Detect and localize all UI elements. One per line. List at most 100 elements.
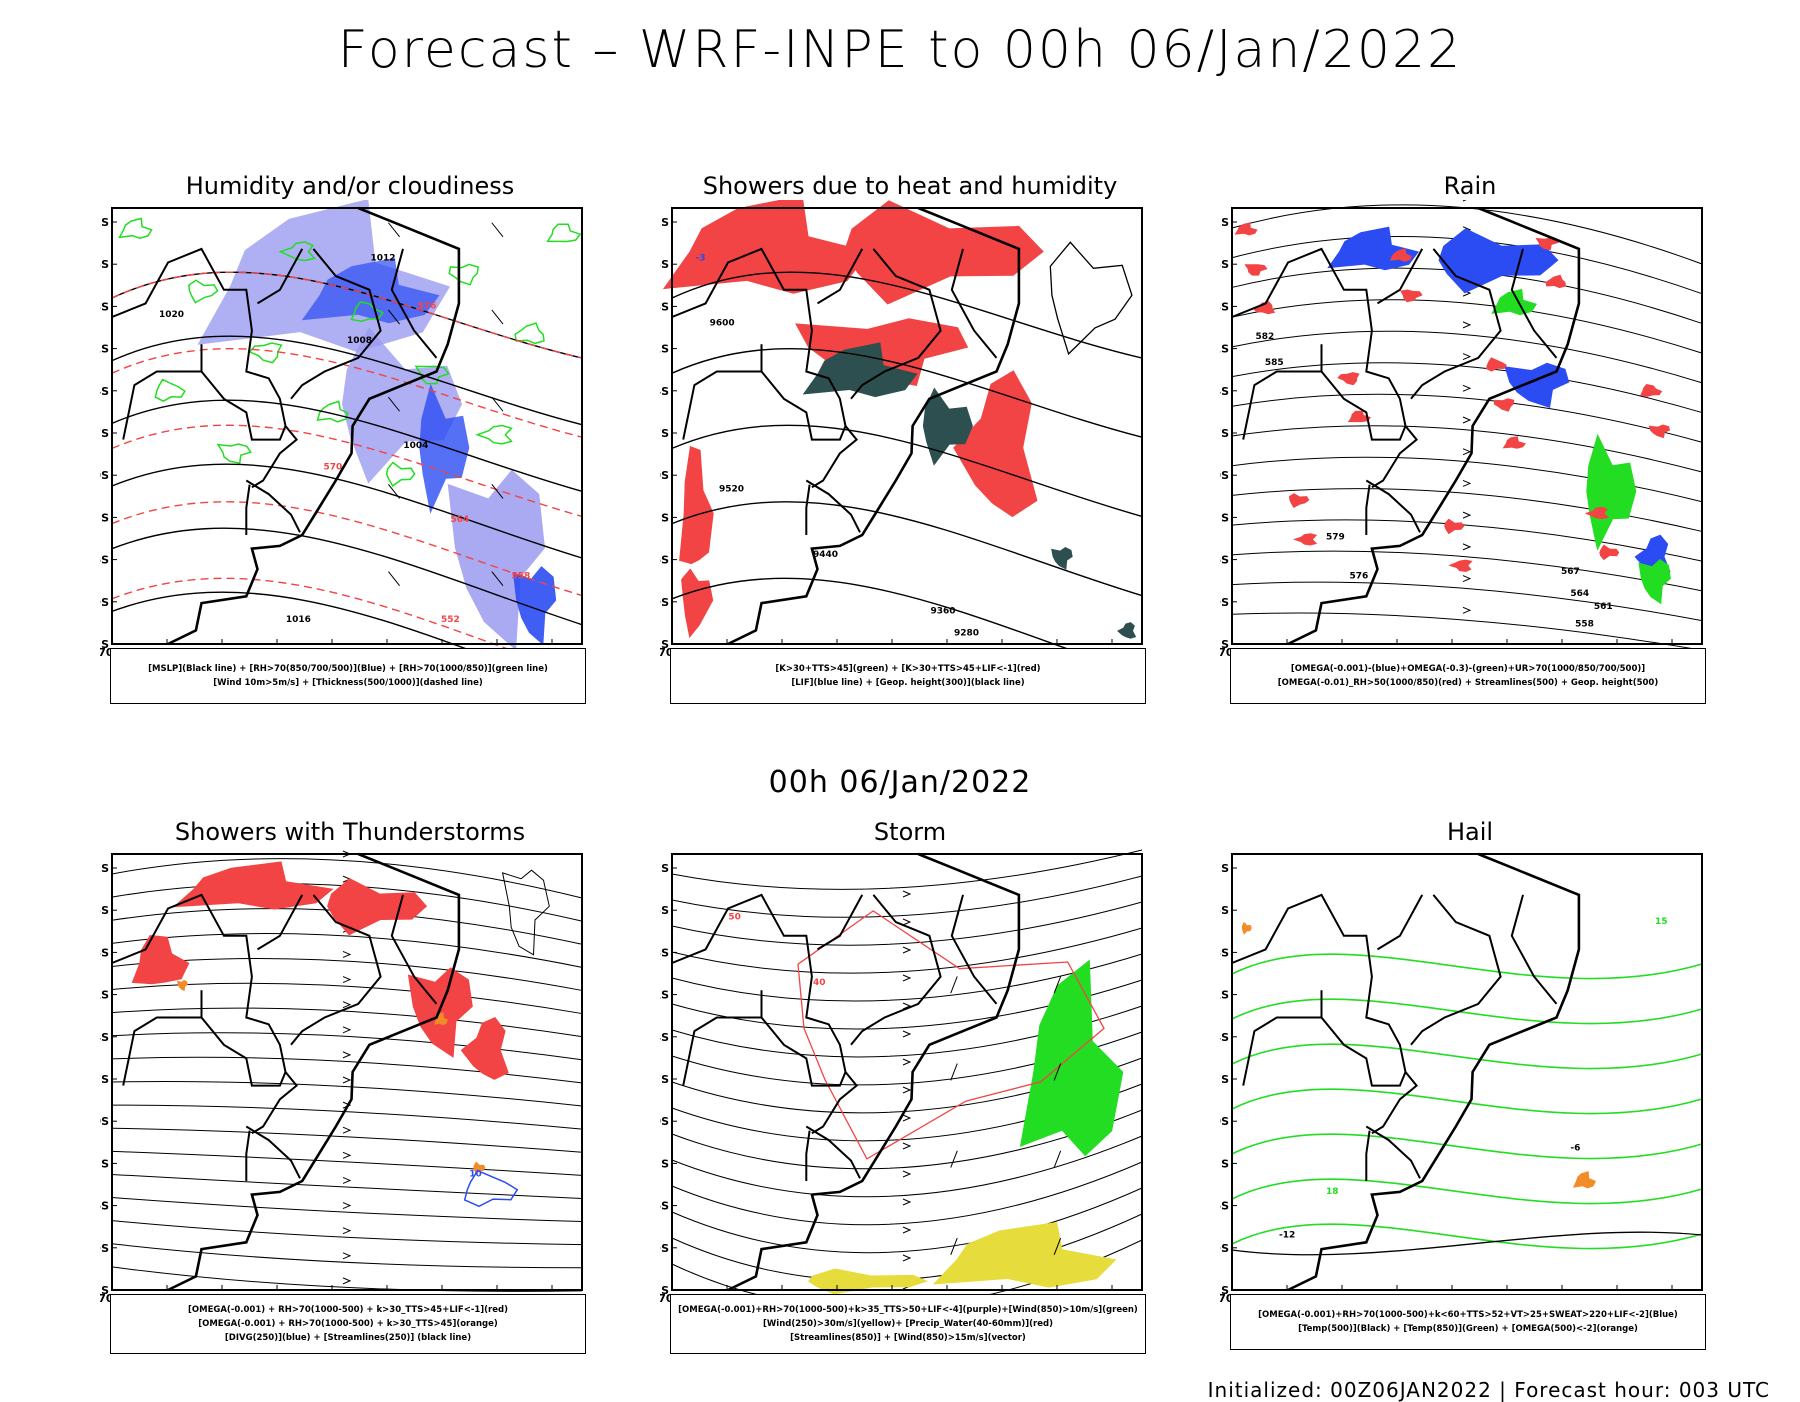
lat-tick-label: 27S <box>660 427 669 440</box>
streamline-arrow <box>902 890 912 898</box>
legend-line: [OMEGA(-0.001)+RH>70(1000-500)+k>35_TTS>… <box>678 1305 1138 1315</box>
lat-tick-label: 24S <box>1220 385 1229 398</box>
rain-area <box>1485 357 1507 372</box>
country-border <box>256 894 304 951</box>
lat-tick-label: 15S <box>100 258 109 271</box>
country-border <box>245 484 251 535</box>
rain-area <box>1292 533 1318 546</box>
streamline <box>671 1187 1143 1254</box>
country-border <box>1410 894 1502 1046</box>
lat-tick-label: 12S <box>100 216 109 229</box>
wind-vector <box>388 396 400 412</box>
contour-line <box>111 399 583 493</box>
contour-label: 18 <box>1326 1187 1339 1197</box>
contour-label: 15 <box>1655 917 1668 927</box>
lat-tick-label: 39S <box>660 596 669 609</box>
streamline-arrow <box>1462 416 1472 424</box>
rain-area <box>1448 559 1473 572</box>
country-border <box>1365 1125 1421 1179</box>
streamline-arrow <box>902 1086 912 1094</box>
lat-tick-label: 33S <box>1220 1157 1229 1170</box>
streamline <box>111 1197 583 1223</box>
storm-area <box>460 1017 509 1080</box>
wind-vector <box>950 1063 958 1081</box>
streamline <box>671 1135 1143 1198</box>
panel-legend: [OMEGA(-0.001)-(blue)+OMEGA(-0.3)-(green… <box>1230 648 1706 704</box>
lat-tick-label: 21S <box>100 989 109 1002</box>
country-border <box>390 894 438 1005</box>
lat-tick-label: 33S <box>100 1157 109 1170</box>
streamline <box>1231 362 1703 414</box>
streamline-arrow <box>902 1170 912 1178</box>
streamline <box>1231 488 1703 532</box>
panel-storm: Storm 50 40 12S 15S 18S 21S 24S 27S 30S 33S 36S 39S… <box>660 818 1160 1378</box>
streamline-arrow <box>902 974 912 982</box>
legend-line: [OMEGA(-0.001)-(blue)+OMEGA(-0.3)-(green… <box>1290 664 1646 674</box>
panel-title: Rain <box>1443 172 1497 200</box>
rh-contour <box>514 322 545 345</box>
wind-vector <box>388 571 400 586</box>
lat-tick-label: 21S <box>660 343 669 356</box>
streamline-arrow <box>902 918 912 926</box>
instability-area <box>1117 622 1137 639</box>
lat-tick-label: 27S <box>1220 1073 1229 1086</box>
lat-tick-label: 42S <box>1220 1284 1229 1297</box>
lat-tick-label: 30S <box>1220 469 1229 482</box>
lat-tick-label: 15S <box>100 904 109 917</box>
storm-area <box>172 861 334 910</box>
lat-tick-label: 12S <box>1220 216 1229 229</box>
country-border <box>850 248 942 400</box>
rh-contour <box>475 424 513 445</box>
streamline-arrow <box>1462 200 1467 202</box>
legend-line: [OMEGA(-0.001) + RH>70(1000-500) + k>30_… <box>198 1319 498 1329</box>
streamline <box>671 1161 1143 1226</box>
temp-850-contour <box>1231 1178 1703 1205</box>
lat-tick-label: 24S <box>1220 1031 1229 1044</box>
lat-tick-label: 21S <box>100 343 109 356</box>
lat-tick-label: 15S <box>1220 258 1229 271</box>
streamline-arrow <box>1462 543 1472 551</box>
streamline-arrow <box>342 1277 352 1285</box>
streamline <box>111 858 583 899</box>
country-border <box>200 990 287 1087</box>
lat-tick-label: 30S <box>1220 1115 1229 1128</box>
panel-legend: [OMEGA(-0.001)+RH>70(1000-500)+k>35_TTS>… <box>670 1294 1146 1354</box>
lat-tick-label: 15S <box>660 258 669 271</box>
contour-line <box>111 591 499 660</box>
wind-vector <box>491 484 504 499</box>
contour-label: 552 <box>441 615 460 625</box>
country-border <box>1376 248 1424 305</box>
country-border <box>760 990 847 1087</box>
contour-label: 579 <box>1326 532 1345 542</box>
streamline <box>111 1127 583 1153</box>
country-border <box>1410 248 1502 400</box>
country-border <box>1376 894 1424 951</box>
streamline-arrow <box>342 1202 352 1210</box>
streamline-arrow <box>342 1051 352 1059</box>
contour-label: 40 <box>813 978 826 988</box>
omega-500-area <box>1241 921 1252 935</box>
streamline <box>1231 550 1703 592</box>
temp-850-contour <box>1231 953 1703 980</box>
streamline <box>111 1150 583 1176</box>
temp-850-contour <box>1231 1223 1703 1250</box>
contour-line <box>671 424 1143 518</box>
country-border <box>1231 893 1419 1135</box>
lat-tick-label: 27S <box>1220 427 1229 440</box>
lat-tick-label: 42S <box>660 1284 669 1297</box>
lat-tick-label: 33S <box>1220 511 1229 524</box>
contour-label: 582 <box>1256 332 1275 342</box>
streamline-arrow <box>342 950 352 958</box>
contour-label: 561 <box>1594 602 1613 612</box>
streamline <box>1231 425 1703 473</box>
lat-tick-label: 42S <box>660 638 669 651</box>
storm-area-orange <box>434 1012 448 1026</box>
streamline-vortex <box>501 869 550 956</box>
country-border <box>805 484 811 535</box>
rh-contour <box>248 342 283 364</box>
humidity-area <box>301 257 440 324</box>
temp-850-contour <box>1231 998 1703 1025</box>
map-plot: 9600 9520 9440 9360 9280 -3 12S 15S 18S 21S 24S 27S… <box>660 200 1143 660</box>
lat-tick-label: 30S <box>100 469 109 482</box>
rain-area <box>1337 372 1360 386</box>
